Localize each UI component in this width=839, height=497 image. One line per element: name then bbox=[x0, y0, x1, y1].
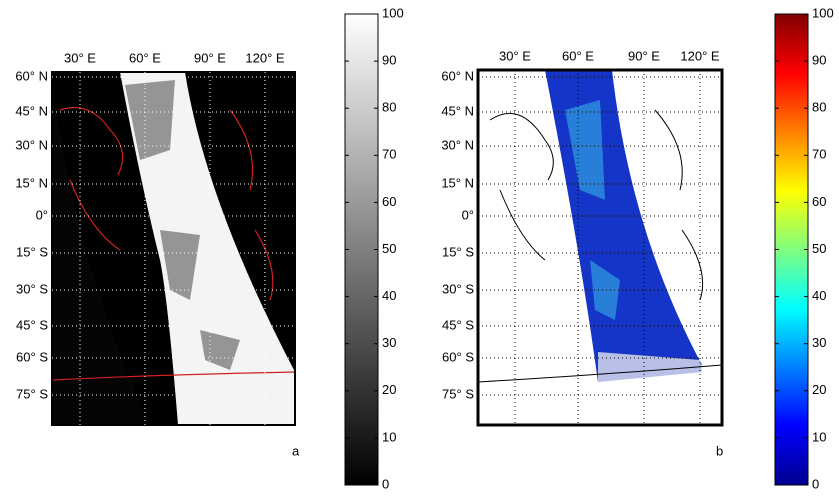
colorbar bbox=[344, 13, 379, 486]
lat-label: 60° N bbox=[441, 68, 474, 83]
colorbar-tick-label: 60 bbox=[812, 194, 826, 209]
panel-label: a bbox=[292, 443, 300, 458]
lon-label: 120° E bbox=[680, 48, 720, 63]
colorbar-tick-label: 20 bbox=[382, 382, 396, 397]
map-a bbox=[52, 72, 295, 425]
lat-label: 60° S bbox=[16, 349, 48, 364]
lat-label: 45° S bbox=[16, 317, 48, 332]
lat-label: 15° N bbox=[441, 175, 474, 190]
map-frame-a bbox=[51, 71, 296, 426]
lat-label: 75° S bbox=[442, 386, 474, 401]
lat-label: 0° bbox=[36, 207, 48, 222]
colorbar-tick-label: 30 bbox=[382, 335, 396, 350]
lat-label: 0° bbox=[462, 207, 474, 222]
lat-label: 30° N bbox=[15, 137, 48, 152]
map-b bbox=[478, 70, 722, 425]
colorbar-tick-label: 90 bbox=[812, 53, 826, 68]
lat-label: 15° S bbox=[16, 244, 48, 259]
map-frame-b bbox=[476, 68, 724, 427]
lon-label: 60° E bbox=[129, 50, 161, 65]
colorbar-tick-label: 40 bbox=[812, 288, 826, 303]
panel-label: b bbox=[716, 443, 723, 458]
colorbar-tick-label: 80 bbox=[382, 100, 396, 115]
lon-label: 60° E bbox=[562, 48, 594, 63]
lon-label: 120° E bbox=[245, 50, 285, 65]
lon-label: 90° E bbox=[194, 50, 226, 65]
lat-label: 15° S bbox=[442, 244, 474, 259]
colorbar-tick-label: 0 bbox=[812, 476, 819, 491]
lon-label: 30° E bbox=[64, 50, 96, 65]
lon-label: 90° E bbox=[628, 48, 660, 63]
lat-label: 60° S bbox=[442, 349, 474, 364]
lat-label: 30° S bbox=[16, 281, 48, 296]
lat-label: 45° N bbox=[15, 103, 48, 118]
lat-label: 30° S bbox=[442, 281, 474, 296]
colorbar-tick-label: 100 bbox=[382, 5, 404, 20]
lat-label: 15° N bbox=[15, 175, 48, 190]
colorbar-tick-label: 10 bbox=[812, 429, 826, 444]
lat-label: 45° S bbox=[442, 317, 474, 332]
colorbar-tick-label: 0 bbox=[382, 476, 389, 491]
lat-label: 30° N bbox=[441, 137, 474, 152]
colorbar-tick-label: 80 bbox=[812, 100, 826, 115]
lat-label: 75° S bbox=[16, 386, 48, 401]
colorbar-tick-label: 60 bbox=[382, 194, 396, 209]
colorbar-tick-label: 50 bbox=[382, 241, 396, 256]
lat-label: 45° N bbox=[441, 103, 474, 118]
lat-label: 60° N bbox=[15, 68, 48, 83]
colorbar-tick-label: 40 bbox=[382, 288, 396, 303]
colorbar-tick-label: 20 bbox=[812, 382, 826, 397]
lon-label: 30° E bbox=[499, 48, 531, 63]
colorbar-tick-label: 50 bbox=[812, 241, 826, 256]
colorbar-tick-label: 100 bbox=[812, 5, 834, 20]
colorbar-tick-label: 90 bbox=[382, 53, 396, 68]
colorbar bbox=[774, 13, 809, 486]
colorbar-tick-label: 30 bbox=[812, 335, 826, 350]
colorbar-tick-label: 70 bbox=[812, 147, 826, 162]
colorbar-tick-label: 10 bbox=[382, 429, 396, 444]
colorbar-tick-label: 70 bbox=[382, 147, 396, 162]
